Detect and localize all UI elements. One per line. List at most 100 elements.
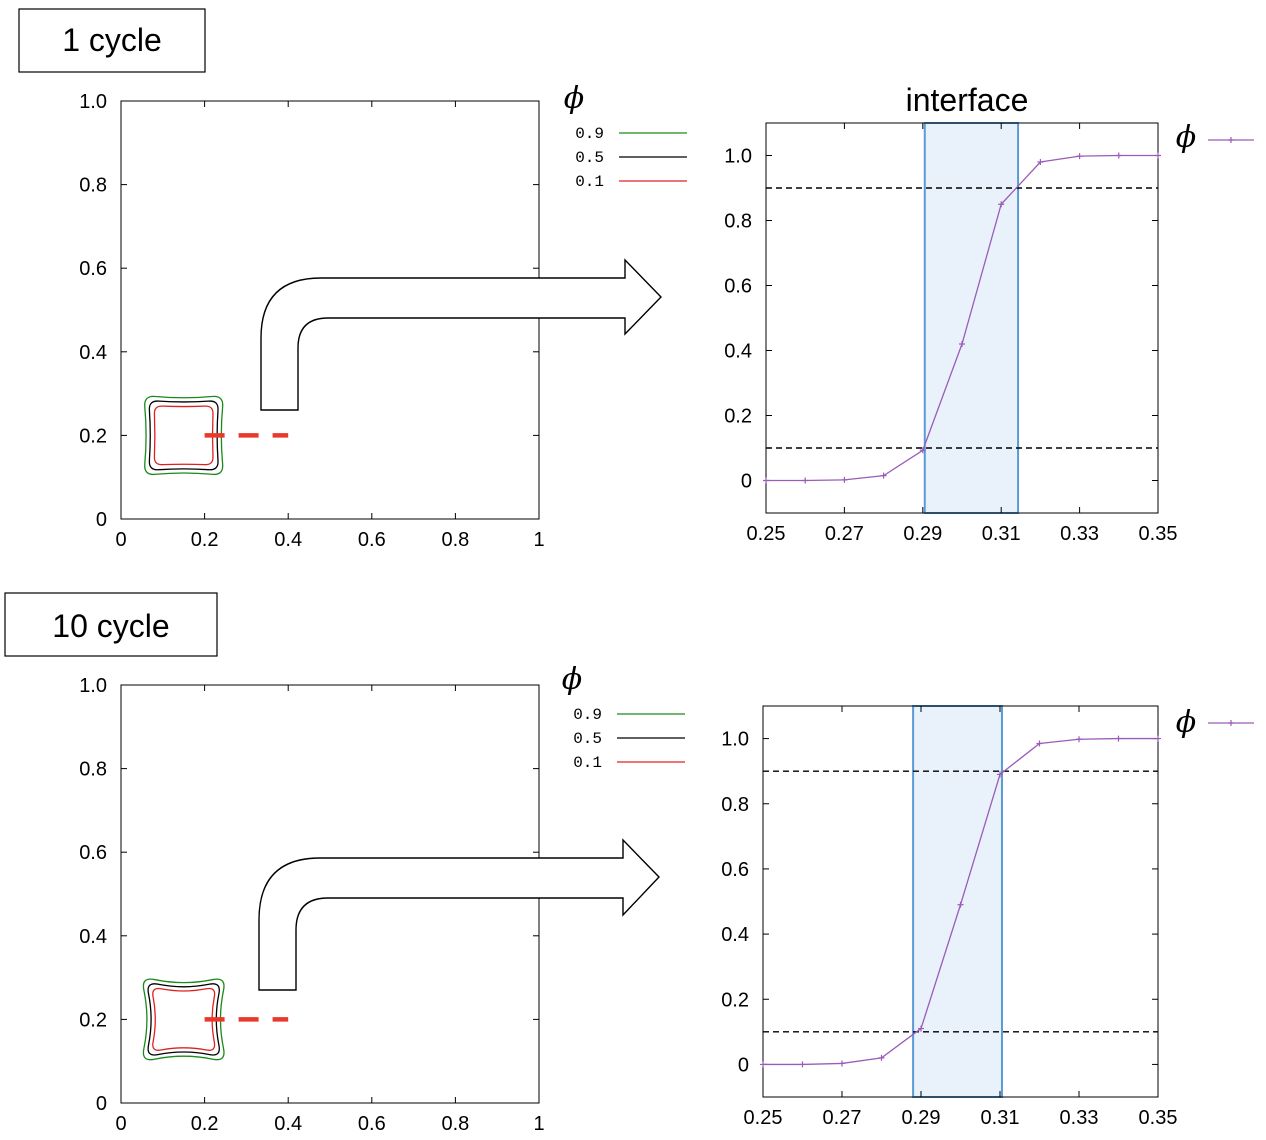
data-point: [841, 476, 848, 483]
phi-series: [760, 735, 1161, 1068]
legend-label: 0.9: [573, 706, 602, 724]
axis-ticks: 0.25 0.27 0.29 0.31 0.33 0.35 0 0.2 0.4 0.6 0.8 1.0: [721, 706, 1177, 1129]
legend: 0.9 0.5 0.1: [575, 125, 687, 191]
data-point: [959, 341, 965, 347]
y-tick-label: 0: [741, 471, 752, 493]
interface-band: [923, 122, 1020, 514]
legend-title: ϕ: [564, 81, 584, 116]
legend-marker: [1228, 720, 1234, 726]
threshold-lines: [766, 187, 1158, 449]
x-tick-label: 0.8: [441, 1113, 469, 1135]
y-tick-label: 1.0: [79, 675, 107, 697]
y-tick-label: 0.2: [79, 1009, 107, 1031]
axis-ticks: 0 0.2 0.4 0.6 0.8 1 0 0.2 0.4 0.6 0.8 1.0: [79, 675, 544, 1135]
legend-label: 0.1: [573, 754, 602, 772]
y-tick-label: 0.2: [79, 425, 107, 447]
data-point: [998, 201, 1005, 208]
x-tick-label: 0.4: [274, 529, 302, 551]
contour-plot-1-cycle: 1 cycle 0 0.2 0.4 0.6 0.8 1 0 0.2 0.4 0.6 0.8 1.0 ϕ…: [18, 8, 687, 551]
x-tick-label: 0.25: [747, 523, 786, 545]
legend-label: 0.5: [575, 149, 604, 167]
y-tick-label: 0.8: [79, 759, 107, 781]
arrow-1: [260, 258, 662, 411]
x-tick-label: 0.29: [902, 1107, 941, 1129]
contour-0-5: [147, 983, 220, 1056]
chart-title: interface: [906, 82, 1029, 118]
phi-series: [763, 152, 1161, 484]
data-point: [997, 771, 1003, 778]
x-tick-label: 0: [115, 529, 126, 551]
data-point: [763, 477, 769, 484]
x-tick-label: 0.25: [744, 1107, 783, 1129]
contour-0-1: [153, 405, 214, 466]
data-point: [919, 447, 926, 454]
y-tick-label: 0.2: [724, 406, 752, 428]
y-tick-label: 0.4: [79, 342, 107, 364]
contour-plot-10-cycle: 10 cycle 0 0.2 0.4 0.6 0.8 100.20.40.60.81.0 …: [4, 592, 685, 1135]
legend-label: 0.9: [575, 125, 604, 143]
data-point: [957, 901, 964, 908]
legend: [1208, 720, 1254, 726]
y-tick-label: 0.6: [79, 842, 107, 864]
x-tick-label: 0.29: [903, 523, 942, 545]
x-tick-label: 0.35: [1139, 1107, 1178, 1129]
interface-band: [912, 705, 1003, 1098]
x-tick-label: 0.31: [982, 523, 1021, 545]
contour-0-9: [144, 395, 224, 476]
data-point: [1036, 740, 1043, 747]
arrow-2: [258, 838, 660, 991]
y-tick-label: 0.6: [79, 258, 107, 280]
x-tick-label: 0.4: [274, 1113, 302, 1135]
data-point: [839, 1060, 845, 1067]
data-point: [1155, 735, 1161, 742]
data-point: [799, 1061, 806, 1068]
x-tick-label: 0.33: [1060, 523, 1099, 545]
legend-label: ϕ: [1176, 705, 1196, 740]
x-tick-label: 0.2: [191, 529, 219, 551]
contour-0-9: [142, 978, 225, 1061]
y-tick-label: 0.8: [721, 794, 749, 816]
x-tick-label: 0.27: [825, 523, 864, 545]
legend: [1208, 137, 1254, 143]
data-point: [878, 1054, 885, 1061]
plot-frame: [765, 122, 1159, 514]
x-tick-label: 0.31: [981, 1107, 1020, 1129]
x-tick-label: 1: [533, 1113, 544, 1135]
data-point: [1115, 152, 1122, 159]
y-tick-label: 0.4: [724, 341, 752, 363]
data-point: [802, 477, 809, 484]
y-tick-label: 0.2: [721, 989, 749, 1011]
legend-label: 0.5: [573, 730, 602, 748]
x-tick-label: 0.27: [823, 1107, 862, 1129]
contours: [142, 978, 225, 1061]
y-tick-label: 0.4: [721, 924, 749, 946]
data-point: [918, 1025, 924, 1032]
data-point: [1076, 153, 1083, 160]
y-tick-label: 0.6: [721, 859, 749, 881]
data-point: [1037, 159, 1044, 165]
legend-marker: [1228, 137, 1234, 143]
y-tick-label: 0.8: [724, 211, 752, 233]
legend-label: 0.1: [575, 173, 604, 191]
data-point: [1076, 736, 1082, 743]
y-tick-label: 0.8: [79, 175, 107, 197]
threshold-lines: [763, 770, 1158, 1033]
x-tick-label: 1: [533, 529, 544, 551]
x-tick-label: 0.35: [1139, 523, 1178, 545]
x-tick-label: 0.6: [358, 1113, 386, 1135]
y-tick-label: 0.4: [79, 926, 107, 948]
cycle-label: 10 cycle: [52, 608, 169, 644]
x-tick-label: 0.2: [191, 1113, 219, 1135]
y-tick-label: 1.0: [79, 91, 107, 113]
axis-ticks: 0.25 0.27 0.29 0.31 0.33 0.35 0 0.2 0.4 0.6 0.8 1.0: [724, 123, 1177, 545]
x-tick-label: 0: [115, 1113, 126, 1135]
data-point: [760, 1061, 766, 1068]
data-point: [1155, 152, 1161, 159]
plot-frame: [762, 705, 1159, 1098]
y-tick-label: 0: [738, 1054, 749, 1076]
x-tick-label: 0.33: [1060, 1107, 1099, 1129]
y-tick-label: 1.0: [724, 146, 752, 168]
label-box: [18, 8, 206, 73]
contours: [144, 395, 224, 476]
